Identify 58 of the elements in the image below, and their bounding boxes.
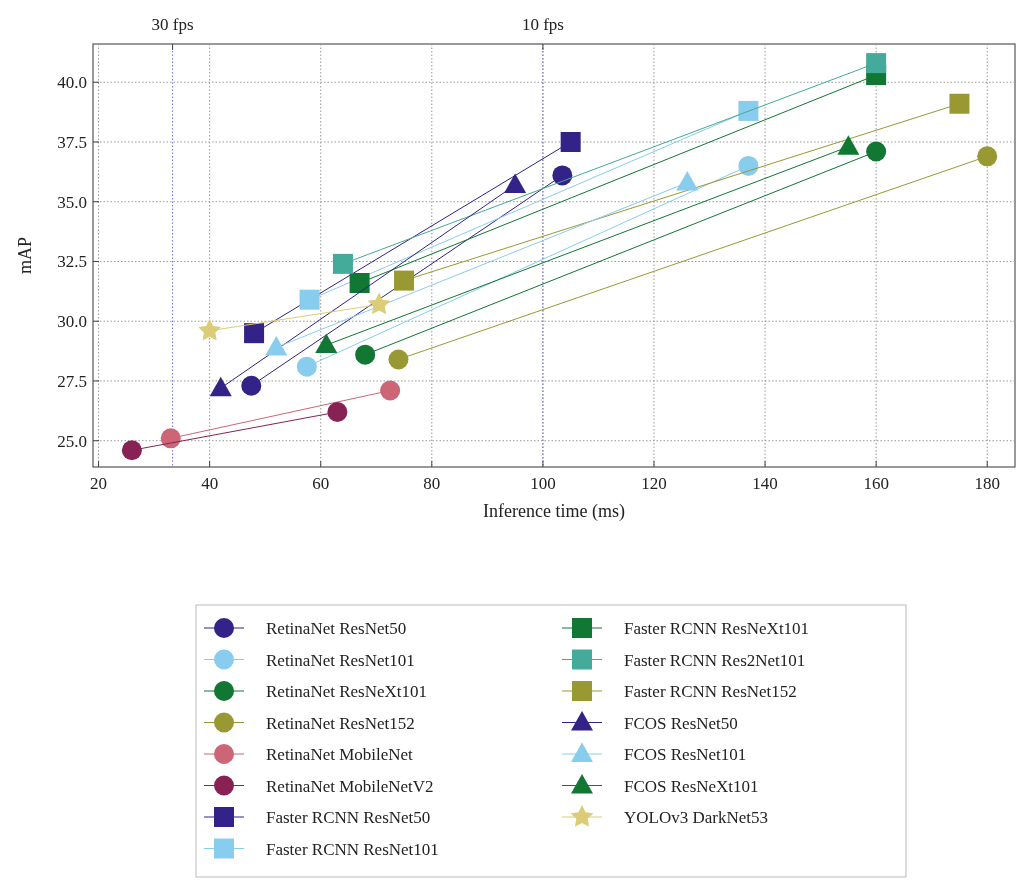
legend-label: Faster RCNN ResNet50 xyxy=(266,808,431,827)
x-tick-label: 40 xyxy=(201,474,219,493)
legend-label: Faster RCNN ResNet101 xyxy=(266,839,439,859)
point xyxy=(388,349,409,370)
point xyxy=(866,141,887,162)
point xyxy=(198,318,222,341)
point xyxy=(738,100,759,121)
y-axis-title: mAP xyxy=(15,236,35,275)
x-tick-label: 120 xyxy=(641,474,667,493)
y-tick-label: 40.0 xyxy=(57,73,87,93)
x-tick-label: 180 xyxy=(974,474,1000,493)
point xyxy=(241,375,262,396)
point xyxy=(866,53,887,74)
x-tick-label: 100 xyxy=(530,474,556,493)
x-tick-label: 160 xyxy=(863,474,889,493)
point xyxy=(160,428,181,449)
legend-label: Faster RCNN ResNeXt101 xyxy=(624,619,810,638)
legend-label: RetinaNet MobileNetV2 xyxy=(266,776,434,796)
y-tick-label: 37.5 xyxy=(57,132,87,152)
legend-label: RetinaNet ResNet152 xyxy=(266,713,415,733)
y-tick-label: 32.5 xyxy=(57,252,87,272)
legend-label: FCOS ResNet101 xyxy=(624,745,747,764)
point xyxy=(121,440,142,461)
legend-label: YOLOv3 DarkNet53 xyxy=(624,808,768,827)
point xyxy=(552,165,573,186)
point xyxy=(977,146,998,167)
point xyxy=(296,356,317,377)
point xyxy=(560,131,581,152)
legend-label: Faster RCNN ResNet152 xyxy=(624,682,797,701)
point xyxy=(299,289,320,310)
ref-line-label: 30 fps xyxy=(151,15,194,34)
legend-label: FCOS ResNeXt101 xyxy=(624,776,759,796)
point xyxy=(349,272,370,293)
y-tick-label: 27.5 xyxy=(57,371,87,391)
legend-label: RetinaNet ResNet50 xyxy=(266,619,407,638)
legend-label: Faster RCNN Res2Net101 xyxy=(624,650,806,670)
point xyxy=(738,155,759,176)
y-tick-label: 25.0 xyxy=(57,431,87,451)
x-tick-label: 60 xyxy=(312,474,330,493)
legend-label: RetinaNet ResNet101 xyxy=(266,650,415,670)
point xyxy=(394,270,415,291)
point xyxy=(332,253,353,274)
x-tick-label: 20 xyxy=(90,474,108,493)
legend-label: RetinaNet MobileNet xyxy=(266,745,414,764)
point xyxy=(380,380,401,401)
point xyxy=(244,323,265,344)
point xyxy=(949,93,970,114)
x-tick-label: 140 xyxy=(752,474,778,493)
y-tick-label: 35.0 xyxy=(57,192,87,212)
point xyxy=(327,402,348,423)
legend-label: RetinaNet ResNeXt101 xyxy=(266,682,427,701)
legend-label: FCOS ResNet50 xyxy=(624,713,738,733)
point xyxy=(367,292,391,315)
point xyxy=(355,344,376,365)
y-tick-label: 30.0 xyxy=(57,312,87,332)
x-tick-label: 80 xyxy=(423,474,441,493)
ref-line-label: 10 fps xyxy=(521,15,564,34)
x-axis-title: Inference time (ms) xyxy=(483,501,625,522)
